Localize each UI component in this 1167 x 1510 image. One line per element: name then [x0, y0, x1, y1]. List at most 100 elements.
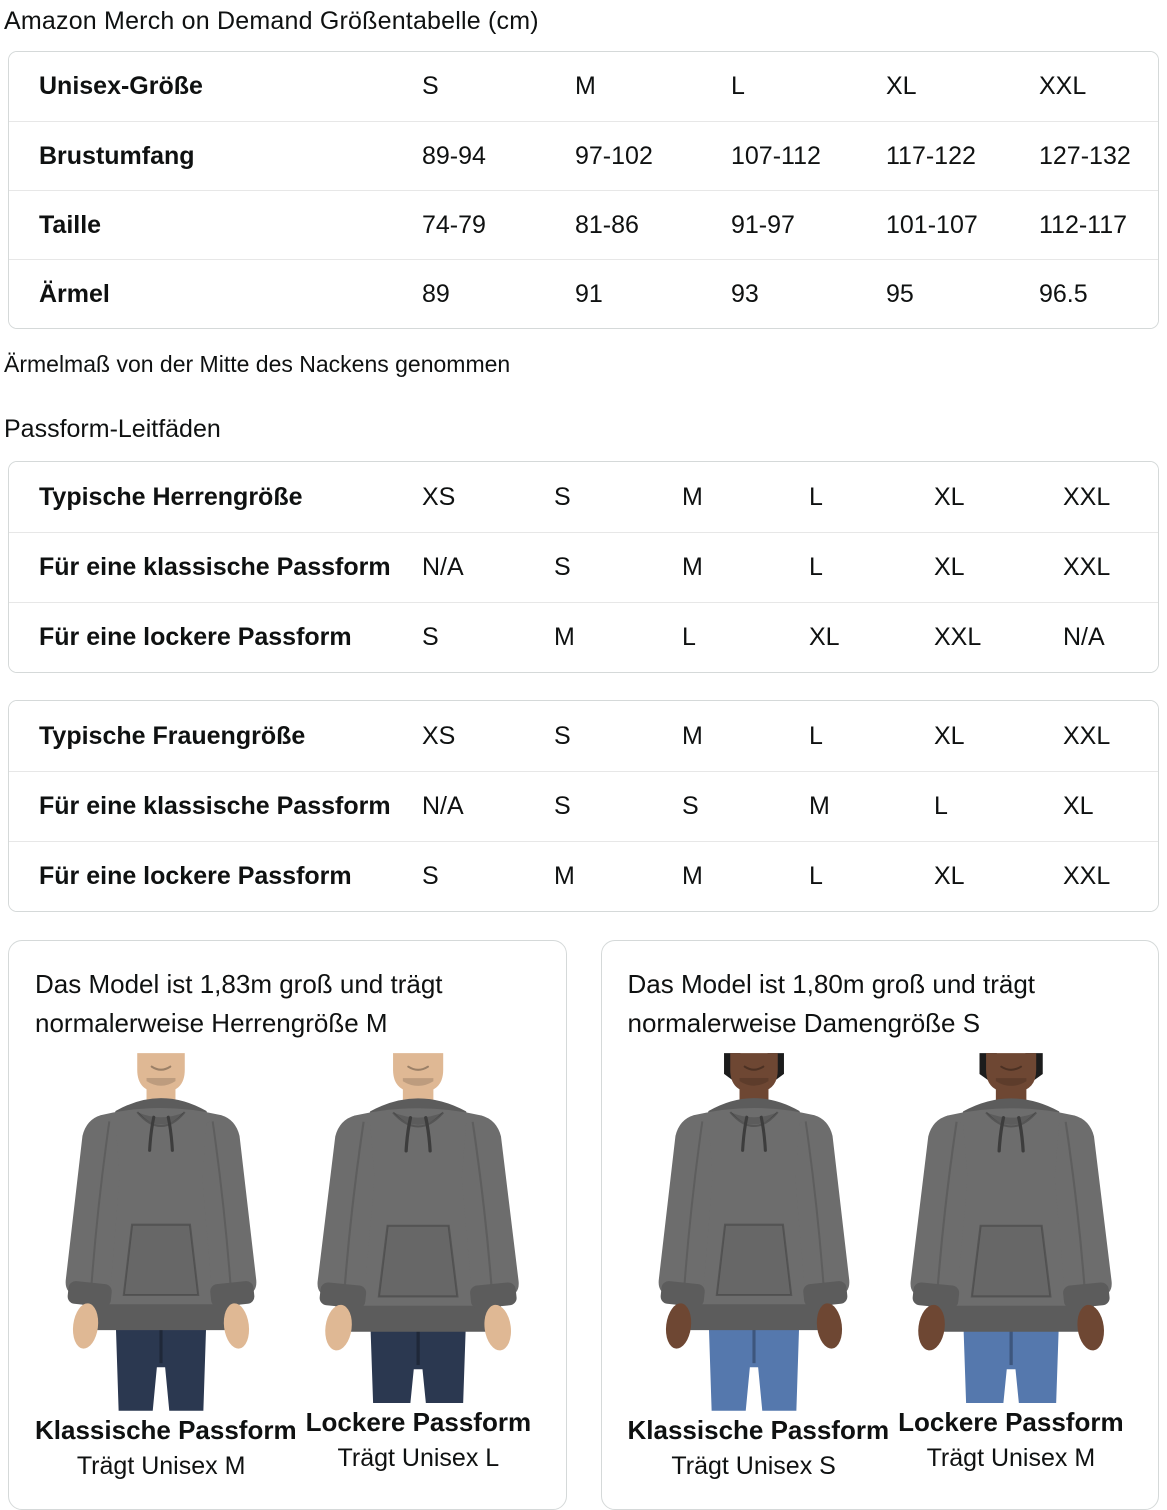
cell-value: XS [422, 721, 456, 750]
model-description: Das Model ist 1,80m groß und trägt norma… [627, 969, 1036, 1038]
cell-value: XXL [934, 623, 982, 651]
cell-value: M [682, 862, 703, 890]
fit-wears: Trägt Unisex M [76, 1451, 246, 1480]
figure-classic-fit: Klassische Passform Trägt Unisex M [35, 1053, 297, 1481]
fit-wears: Trägt Unisex M [926, 1443, 1096, 1472]
figures-row: Klassische Passform Trägt Unisex M Locke… [35, 1053, 540, 1481]
row-label: Für eine lockere Passform [39, 862, 352, 890]
cell-value: 93 [731, 279, 759, 308]
table-row-chest: Brustumfang 89-94 97-102 107-112 117-122… [9, 121, 1158, 190]
cell-value: XL [934, 862, 965, 890]
fit-guides-heading: Passform-Leitfäden [4, 415, 221, 443]
size-col: L [731, 72, 745, 100]
cell-value: L [682, 623, 696, 651]
row-label: Für eine lockere Passform [39, 623, 352, 651]
cell-value: S [682, 792, 699, 820]
table-row-classic-fit: Für eine klassische Passform N/A S S M L… [9, 771, 1158, 841]
row-label: Typische Frauengröße [39, 721, 306, 750]
female-model-classic-photo [656, 1053, 851, 1411]
cell-value: M [682, 721, 703, 750]
table-row-waist: Taille 74-79 81-86 91-97 101-107 112-117 [9, 190, 1158, 259]
figure-loose-fit: Lockere Passform Trägt Unisex L [297, 1053, 539, 1481]
cell-value: L [809, 553, 823, 581]
cell-value: 101-107 [886, 210, 978, 239]
cell-value: XXL [1063, 482, 1111, 511]
cell-value: XL [934, 553, 965, 581]
cell-value: 96.5 [1039, 279, 1088, 308]
cell-value: 117-122 [886, 141, 976, 170]
figure-classic-fit: Klassische Passform Trägt Unisex S [627, 1053, 890, 1481]
mens-fit-table: Typische Herrengröße XS S M L XL XXL Für… [8, 461, 1159, 673]
cell-value: XL [809, 623, 840, 651]
cell-value: 91 [575, 279, 603, 308]
cell-value: XXL [1063, 721, 1111, 750]
model-cards: Das Model ist 1,83m groß und trägt norma… [8, 940, 1159, 1510]
table-row-loose-fit: Für eine lockere Passform S M L XL XXL N… [9, 602, 1158, 672]
table-row-typical-mens: Typische Herrengröße XS S M L XL XXL [9, 462, 1158, 532]
cell-value: XXL [1063, 553, 1111, 581]
table-row-sleeve: Ärmel 89 91 93 95 96.5 [9, 259, 1158, 328]
fit-name: Lockere Passform [305, 1406, 532, 1437]
cell-value: 127-132 [1039, 141, 1131, 170]
cell-value: M [682, 553, 703, 581]
cell-value: N/A [422, 553, 464, 581]
fit-name: Klassische Passform [627, 1414, 890, 1445]
row-label: Für eine klassische Passform [39, 792, 391, 820]
table-row-typical-womens: Typische Frauengröße XS S M L XL XXL [9, 701, 1158, 771]
cell-value: S [554, 553, 571, 581]
row-label: Typische Herrengröße [39, 482, 303, 511]
row-label: Ärmel [39, 279, 110, 308]
male-model-card: Das Model ist 1,83m groß und trägt norma… [8, 940, 567, 1510]
cell-value: M [554, 862, 575, 890]
size-col: M [575, 72, 596, 100]
cell-value: XL [1063, 792, 1094, 820]
cell-value: N/A [1063, 623, 1105, 651]
cell-value: XS [422, 482, 456, 511]
size-col: XL [886, 72, 917, 100]
cell-value: L [809, 721, 823, 750]
cell-value: M [809, 792, 830, 820]
cell-value: S [554, 721, 571, 750]
cell-value: M [682, 482, 703, 511]
row-label: Unisex-Größe [39, 72, 203, 100]
cell-value: 89-94 [422, 141, 486, 170]
cell-value: XL [934, 482, 965, 511]
fit-wears: Trägt Unisex L [337, 1443, 500, 1472]
cell-value: 91-97 [731, 210, 795, 239]
cell-value: XXL [1063, 862, 1111, 890]
page-title: Amazon Merch on Demand Größentabelle (cm… [4, 7, 539, 35]
unisex-size-table: Unisex-Größe S M L XL XXL Brustumfang 89… [8, 51, 1159, 329]
womens-fit-table: Typische Frauengröße XS S M L XL XXL Für… [8, 700, 1159, 912]
cell-value: 97-102 [575, 141, 653, 170]
cell-value: 81-86 [575, 210, 639, 239]
model-description: Das Model ist 1,83m groß und trägt norma… [35, 969, 443, 1038]
cell-value: S [422, 862, 439, 890]
male-model-classic-photo [64, 1053, 259, 1411]
row-label: Taille [39, 210, 102, 239]
fit-name: Klassische Passform [35, 1414, 297, 1445]
table-header-row: Unisex-Größe S M L XL XXL [9, 52, 1158, 121]
cell-value: S [422, 623, 439, 651]
table-row-classic-fit: Für eine klassische Passform N/A S M L X… [9, 532, 1158, 602]
cell-value: 95 [886, 279, 914, 308]
fit-name: Lockere Passform [898, 1406, 1124, 1437]
cell-value: 107-112 [731, 141, 821, 170]
cell-value: L [809, 482, 823, 511]
row-label: Brustumfang [39, 141, 195, 170]
size-col: XXL [1039, 72, 1087, 100]
cell-value: L [934, 792, 948, 820]
cell-value: 74-79 [422, 210, 486, 239]
cell-value: M [554, 623, 575, 651]
sleeve-measure-note: Ärmelmaß von der Mitte des Nackens genom… [4, 351, 511, 377]
cell-value: 89 [422, 279, 450, 308]
male-model-loose-photo [316, 1053, 521, 1403]
female-model-loose-photo [908, 1053, 1114, 1403]
cell-value: 112-117 [1039, 210, 1128, 239]
cell-value: S [554, 792, 571, 820]
row-label: Für eine klassische Passform [39, 553, 391, 581]
cell-value: XL [934, 721, 965, 750]
cell-value: N/A [422, 792, 464, 820]
figure-loose-fit: Lockere Passform Trägt Unisex M [890, 1053, 1132, 1481]
cell-value: L [809, 862, 823, 890]
fit-wears: Trägt Unisex S [671, 1451, 836, 1480]
